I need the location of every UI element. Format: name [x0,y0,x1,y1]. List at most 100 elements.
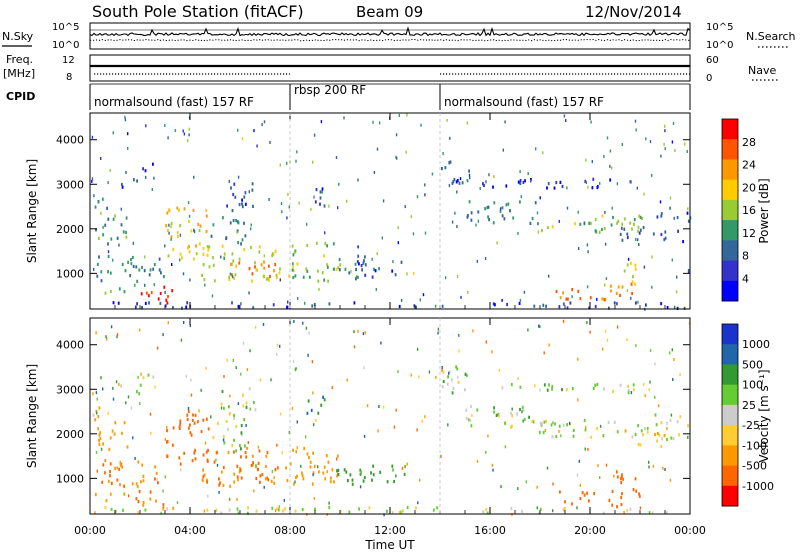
echo-cell [519,298,522,302]
echo-cell [207,427,210,431]
echo-cell [672,121,675,125]
echo-cell [127,494,130,498]
echo-cell [237,511,240,515]
echo-cell [275,273,278,277]
colorbar-swatch [722,280,738,302]
echo-cell [579,222,582,226]
echo-cell [112,301,115,305]
echo-cell [237,175,240,179]
echo-cell [616,182,619,186]
echo-cell [623,269,626,273]
x-tick-label: 04:00 [174,524,206,537]
echo-cell [624,429,627,433]
echo-cell [276,443,278,447]
echo-cell [149,268,152,272]
echo-cell [110,325,113,329]
echo-cell [621,222,624,226]
echo-cell [492,468,494,472]
echo-cell [123,290,126,294]
echo-cell [263,120,266,124]
echo-cell [643,265,646,269]
echo-cell [121,185,124,189]
echo-cell [171,289,174,293]
echo-cell [149,497,152,501]
echo-cell [320,403,323,407]
echo-cell [241,238,244,242]
echo-cell [598,230,601,234]
echo-cell [308,455,310,460]
echo-cell [288,431,291,435]
echo-cell [116,478,119,482]
noise-label-search: N.Search [746,30,796,43]
echo-cell [107,217,110,221]
power-frame [89,112,691,310]
echo-cell [548,274,550,278]
echo-cell [404,205,406,209]
echo-cell [466,179,469,183]
echo-cell [511,414,514,418]
echo-cell [94,205,97,209]
echo-cell [363,475,366,480]
echo-cell [603,227,606,231]
echo-cell [420,123,422,127]
echo-cell [348,271,351,275]
echo-cell [292,276,295,280]
echo-cell [660,212,663,216]
echo-cell [259,480,261,484]
echo-cell [326,244,328,248]
echo-cell [631,291,633,296]
echo-cell [631,435,634,439]
echo-cell [632,488,635,492]
echo-cell [555,181,558,185]
echo-cell [112,386,114,390]
colorbar-swatch [722,119,738,140]
echo-cell [166,301,169,305]
echo-cell [566,306,569,310]
echo-cell [122,508,124,512]
echo-cell [671,258,673,262]
echo-cell [641,216,643,221]
echo-cell [205,366,207,370]
echo-cell [416,347,419,351]
echo-cell [596,382,599,387]
echo-cell [144,508,147,512]
echo-cell [487,434,489,438]
echo-cell [638,231,641,235]
echo-cell [276,466,279,470]
echo-cell [392,260,394,264]
echo-cell [115,380,118,384]
echo-cell [563,508,566,512]
echo-cell [127,260,129,264]
echo-cell [258,449,261,453]
power-ylabel: Slant Range [km] [25,159,39,263]
echo-cell [135,482,138,486]
echo-cell [308,275,311,279]
echo-cell [233,438,235,442]
echo-cell [130,406,133,410]
echo-cell [611,489,614,494]
echo-cell [107,181,109,185]
echo-cell [223,375,225,378]
echo-cell [165,224,168,228]
echo-cell [168,208,170,212]
echo-cell [326,263,329,267]
echo-cell [112,131,114,135]
echo-cell [468,418,470,422]
echo-cell [492,221,495,225]
echo-cell [548,383,550,387]
echo-cell [204,441,207,445]
echo-cell [510,425,512,429]
echo-cell [446,118,448,122]
echo-cell [602,434,605,438]
x-tick-label: 00:00 [674,524,706,537]
echo-cell [637,424,639,428]
echo-cell [660,421,663,425]
echo-cell [382,405,385,409]
echo-cell [296,446,298,450]
echo-cell [101,480,104,484]
echo-cell [226,204,228,208]
echo-cell [243,195,246,199]
echo-cell [534,384,536,388]
echo-cell [620,496,623,500]
echo-cell [125,171,127,174]
